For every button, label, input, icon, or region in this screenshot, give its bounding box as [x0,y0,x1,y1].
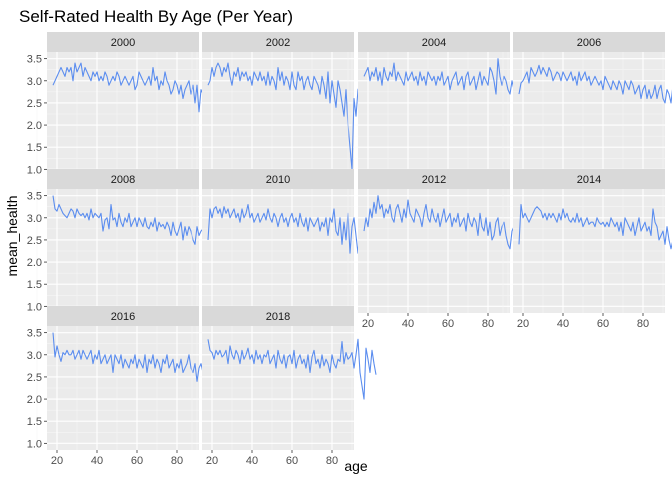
facet-strip-label: 2004 [422,37,446,49]
x-tick-label: 80 [637,318,649,330]
facet-panel-2016: 2016 1.0 1.5 2.0 2.5 3.0 3.5 20 40 60 80 [27,306,222,467]
facet-strip-label: 2014 [577,174,601,186]
facet-panel-2010: 2010 [191,169,377,313]
x-tick-label: 60 [442,318,454,330]
y-tick-label: 1.0 [27,301,42,313]
series-line [52,62,222,142]
facet-strip [47,169,199,189]
facet-strip-label: 2002 [266,37,290,49]
y-tick-label: 1.5 [27,279,42,291]
facet-strip [202,306,354,326]
facet-strip-label: 2016 [111,311,135,323]
panels: 2000 1.0 1.5 2.0 2.5 3.0 3.5 2002 2004 2006 2008 1.… [27,32,672,467]
x-tick-label: 60 [286,455,298,467]
facet-panel-2002: 2002 [191,32,377,176]
facet-strip [47,32,199,52]
y-tick-label: 3.0 [27,350,42,362]
x-tick-label: 60 [131,455,143,467]
y-tick-label: 2.0 [27,120,42,132]
x-tick-label: 40 [91,455,103,467]
series-line [52,195,221,259]
facet-panel-2000: 2000 1.0 1.5 2.0 2.5 3.0 3.5 [27,32,222,176]
facet-strip [358,32,510,52]
y-tick-label: 2.0 [27,394,42,406]
series-line [363,195,533,250]
series-line [518,64,672,104]
series-line [363,58,532,126]
x-tick-label: 20 [51,455,63,467]
y-tick-label: 3.5 [27,54,42,66]
y-tick-label: 1.5 [27,142,42,154]
x-tick-label: 20 [517,318,529,330]
facet-panel-2004: 2004 [347,32,532,176]
y-tick-label: 2.5 [27,235,42,247]
x-tick-label: 40 [557,318,569,330]
facet-strip-label: 2018 [266,311,290,323]
series-line [52,332,222,400]
y-tick-label: 1.0 [27,438,42,450]
y-tick-label: 3.5 [27,328,42,340]
facet-strip [47,306,199,326]
y-tick-label: 1.0 [27,164,42,176]
facet-strip [358,169,510,189]
x-tick-label: 80 [326,455,338,467]
facet-strip-label: 2008 [111,174,135,186]
y-tick-label: 2.5 [27,372,42,384]
x-tick-label: 80 [171,455,183,467]
series-line [207,338,377,400]
facet-strip [202,32,354,52]
facet-panel-2012: 2012 20 40 60 80 [347,169,533,330]
x-tick-label: 20 [206,455,218,467]
x-tick-label: 40 [402,318,414,330]
y-axis-title: mean_health [4,196,20,277]
x-tick-label: 40 [246,455,258,467]
series-line [518,203,672,250]
facet-panel-2014: 2014 20 40 60 80 [502,169,672,330]
facet-strip-label: 2006 [577,37,601,49]
facet-strip-label: 2012 [422,174,446,186]
y-tick-label: 2.5 [27,98,42,110]
facet-strip [202,169,354,189]
y-tick-label: 1.5 [27,416,42,428]
y-tick-label: 3.5 [27,191,42,203]
y-tick-label: 3.0 [27,76,42,88]
chart-title: Self-Rated Health By Age (Per Year) [19,7,293,26]
y-tick-label: 3.0 [27,213,42,225]
y-tick-label: 2.0 [27,257,42,269]
x-axis-title: age [344,458,368,474]
facet-strip-label: 2000 [111,37,135,49]
facet-strip-label: 2010 [266,174,290,186]
facet-strip [513,32,665,52]
facet-panel-2018: 2018 20 40 60 80 [191,306,377,467]
x-tick-label: 60 [597,318,609,330]
facet-panel-2006: 2006 [502,32,672,176]
x-tick-label: 80 [482,318,494,330]
facet-strip [513,169,665,189]
x-tick-label: 20 [362,318,374,330]
